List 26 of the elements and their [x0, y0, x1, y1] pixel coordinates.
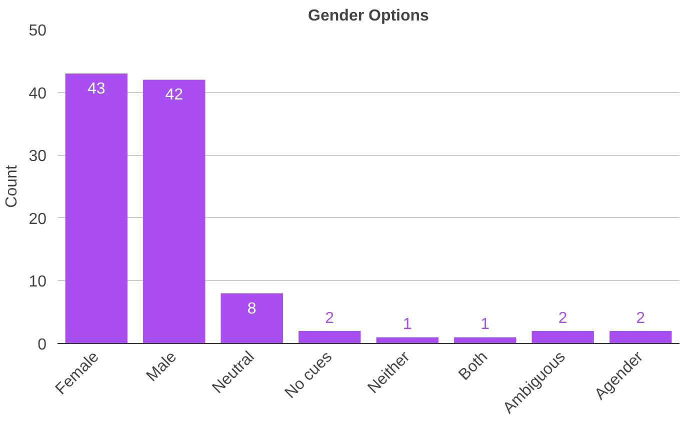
bar: [298, 330, 361, 344]
bar: [143, 80, 206, 344]
data-label: 1: [480, 316, 490, 334]
bar: [65, 73, 128, 344]
bar: [610, 330, 672, 344]
y-tick-label: 20: [28, 210, 47, 228]
data-label: 2: [325, 310, 334, 327]
y-tick-label: 10: [28, 274, 47, 291]
x-tick-label: Both: [456, 348, 492, 384]
data-label: 2: [636, 310, 646, 327]
data-label: 1: [402, 316, 412, 334]
bar: [454, 337, 516, 344]
y-tick-label: 30: [28, 148, 47, 166]
bar: [532, 330, 594, 344]
bar: [220, 293, 283, 344]
data-label: 8: [247, 300, 256, 318]
y-tick-label: 0: [38, 336, 47, 354]
y-tick-label: 40: [28, 85, 47, 102]
chart-title: Gender Options: [308, 8, 430, 24]
data-label: 42: [165, 86, 184, 104]
y-tick-label: 50: [28, 22, 47, 40]
bar: [376, 337, 438, 344]
x-tick-label: No cues: [282, 348, 336, 402]
data-label: 2: [558, 310, 568, 327]
y-axis-title: Count: [4, 164, 21, 208]
data-label: 43: [87, 80, 106, 98]
